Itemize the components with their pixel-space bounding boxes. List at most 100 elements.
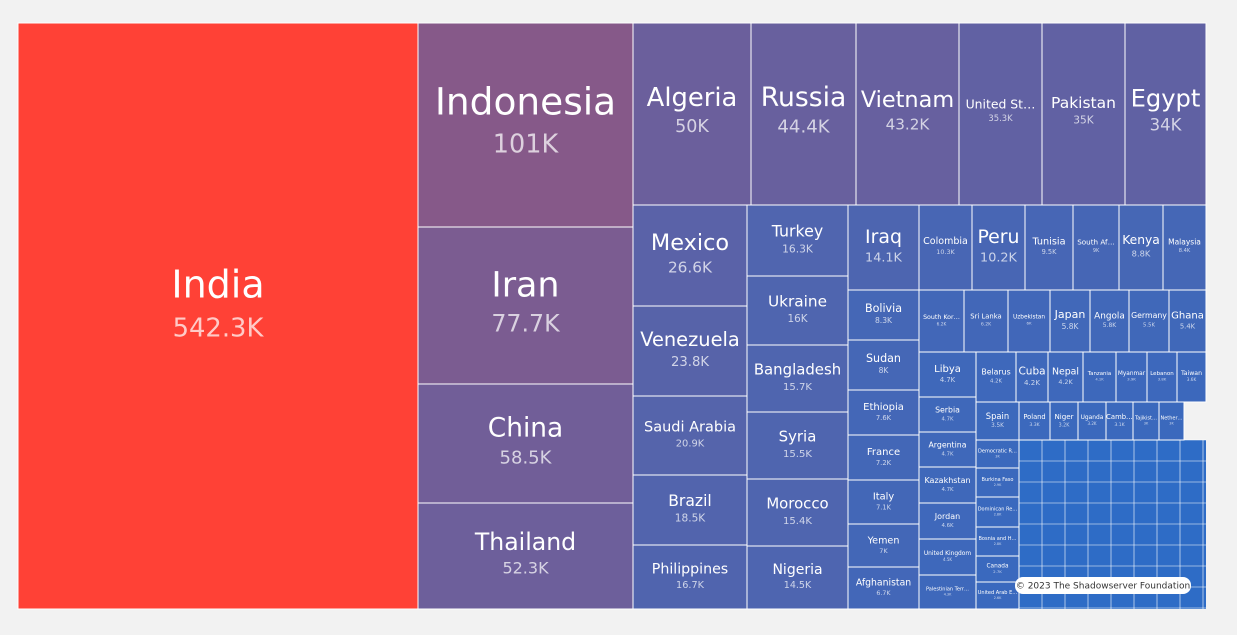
tile bbox=[963, 289, 1009, 353]
tile-label: Kazakhstan bbox=[924, 476, 970, 485]
tile-value: 3K bbox=[995, 455, 1000, 459]
tile bbox=[632, 204, 748, 307]
tile-value: 15.7K bbox=[783, 382, 812, 393]
tile bbox=[746, 204, 849, 277]
tile-value: 14.1K bbox=[865, 251, 902, 266]
tile-label: Nepal bbox=[1052, 366, 1079, 377]
tile-label: Kenya bbox=[1122, 233, 1160, 247]
tile-value: 4.5K bbox=[943, 557, 952, 562]
tile-label: Bangladesh bbox=[754, 360, 841, 378]
tile bbox=[1049, 289, 1091, 353]
tile-value: 3K bbox=[1144, 421, 1149, 425]
tile-label: Niger bbox=[1054, 412, 1073, 421]
tile bbox=[847, 339, 920, 391]
tile-value: 4.2K bbox=[1058, 378, 1073, 386]
tile-label: Canada bbox=[986, 563, 1009, 569]
tile bbox=[1168, 289, 1207, 353]
tile bbox=[1105, 401, 1134, 441]
credit-box bbox=[1015, 577, 1191, 594]
tile bbox=[746, 478, 849, 547]
tile bbox=[975, 439, 1020, 469]
tile-value: 16K bbox=[787, 313, 808, 325]
tile bbox=[847, 204, 920, 291]
tile-label: Belarus bbox=[981, 367, 1010, 376]
tile-label: Uzbekistan bbox=[1013, 315, 1045, 321]
tile bbox=[847, 566, 920, 610]
tile bbox=[958, 22, 1043, 206]
tile-value: 3.5K bbox=[991, 423, 1004, 429]
tile-label: Argentina bbox=[928, 440, 966, 449]
tile-value: 6K bbox=[1026, 321, 1031, 326]
tile bbox=[918, 538, 977, 576]
tile-value: 2.8K bbox=[994, 513, 1002, 517]
tile-label: Camb… bbox=[1106, 413, 1133, 421]
tile-label: Iran bbox=[491, 266, 559, 306]
tile bbox=[918, 502, 977, 540]
tile bbox=[975, 351, 1017, 403]
tile bbox=[17, 22, 419, 610]
tile bbox=[1158, 401, 1185, 441]
tile bbox=[1072, 204, 1120, 291]
tile-value: 6.7K bbox=[876, 590, 891, 597]
tile-value: 5.8K bbox=[1103, 322, 1118, 329]
tile-value: 4.1K bbox=[1095, 378, 1104, 382]
tile-value: 3.3K bbox=[1029, 422, 1040, 428]
tile-value: 14.5K bbox=[784, 580, 812, 591]
tile-label: Ghana bbox=[1171, 310, 1204, 321]
tile-label: Germany bbox=[1131, 311, 1167, 320]
tile-label: Japan bbox=[1054, 308, 1086, 321]
tile bbox=[847, 479, 920, 525]
tile-label: Iraq bbox=[865, 226, 902, 248]
tile-label: Bosnia and H… bbox=[978, 536, 1016, 542]
tile-label: Ukraine bbox=[768, 293, 827, 311]
tile-label: Palestinian Terr… bbox=[926, 587, 969, 593]
tile-value: 4.2K bbox=[1024, 378, 1040, 387]
tile-label: Taiwan bbox=[1180, 370, 1202, 377]
tile-value: 7K bbox=[879, 547, 888, 555]
tile-label: Russia bbox=[761, 82, 847, 113]
tile bbox=[847, 434, 920, 481]
tile-value: 15.5K bbox=[783, 449, 812, 460]
tile-label: Saudi Arabia bbox=[644, 419, 736, 435]
tile-label: Yemen bbox=[867, 535, 900, 546]
tile-label: Bolivia bbox=[865, 302, 902, 315]
tile-value: 9K bbox=[1093, 248, 1100, 254]
tile-label: Ethiopia bbox=[863, 402, 904, 413]
tile-value: 4.7K bbox=[940, 376, 956, 384]
tile bbox=[1047, 351, 1084, 403]
tile-value: 5.8K bbox=[1062, 322, 1080, 331]
tile-label: Myanmar bbox=[1118, 371, 1146, 377]
tile-label: South Kor… bbox=[923, 314, 960, 321]
tile bbox=[975, 401, 1020, 441]
tile-value: 3.1K bbox=[1114, 422, 1125, 428]
tile-value: 3.8K bbox=[1158, 377, 1167, 382]
tiles: India 542.3K Indonesia 101K Iran 77.7K China 58… bbox=[17, 22, 1207, 610]
tile-value: 20.9K bbox=[676, 438, 705, 449]
tile-label: Colombia bbox=[923, 236, 968, 247]
tile bbox=[750, 22, 857, 206]
tile-label: United Arab E… bbox=[978, 590, 1017, 596]
tile-value: 6.2K bbox=[981, 322, 992, 328]
tile bbox=[632, 305, 748, 397]
tile-value: 6.2K bbox=[937, 321, 947, 327]
tile-value: 8.3K bbox=[875, 316, 893, 325]
tile bbox=[975, 581, 1020, 610]
tile-label: France bbox=[867, 447, 900, 458]
tile bbox=[1146, 351, 1178, 403]
tile-value: 4.7K bbox=[942, 416, 954, 422]
tile-value: 2.7K bbox=[993, 569, 1002, 574]
tile-label: Tanzania bbox=[1087, 371, 1111, 377]
tile-value: 3K bbox=[1169, 421, 1174, 425]
tile bbox=[918, 466, 977, 504]
tile-label: Uganda bbox=[1081, 415, 1104, 421]
tile-label: Afghanistan bbox=[856, 577, 911, 588]
tile-value: 4.3K bbox=[944, 593, 952, 597]
tile-value: 44.4K bbox=[777, 117, 830, 138]
tile-value: 58.5K bbox=[500, 447, 553, 468]
tile bbox=[847, 523, 920, 568]
tile-value: 3.9K bbox=[1127, 377, 1136, 382]
tile-label: China bbox=[488, 413, 563, 444]
tile-value: 4.7K bbox=[941, 487, 954, 493]
tile-label: Democratic R… bbox=[978, 449, 1017, 455]
tile-label: South Af… bbox=[1077, 238, 1115, 247]
